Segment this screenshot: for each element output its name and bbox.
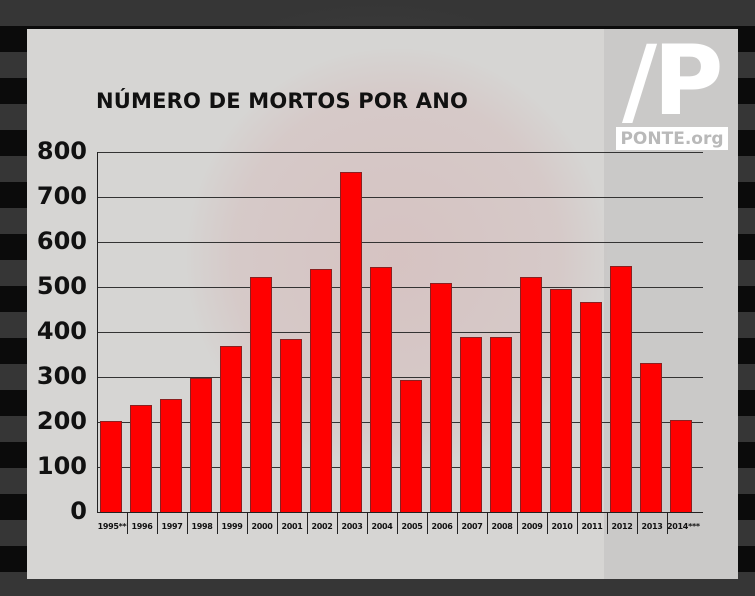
x-tick-label: 1997 xyxy=(161,522,183,531)
bar-2004 xyxy=(370,267,392,512)
x-tick-separator xyxy=(187,512,188,534)
gridline xyxy=(97,152,703,153)
x-tick-separator xyxy=(667,512,668,534)
x-tick-separator xyxy=(607,512,608,534)
x-tick-label: 1995** xyxy=(97,522,127,531)
gridline xyxy=(97,332,703,333)
bar-2000 xyxy=(250,276,272,512)
x-tick-label: 2008 xyxy=(491,522,513,531)
bar-1996 xyxy=(130,404,152,512)
x-tick-label: 2013 xyxy=(641,522,663,531)
bar-2011 xyxy=(580,301,602,512)
x-tick-separator xyxy=(367,512,368,534)
x-tick-separator xyxy=(247,512,248,534)
x-tick-label: 2010 xyxy=(551,522,573,531)
x-tick-separator xyxy=(457,512,458,534)
y-tick-label: 800 xyxy=(36,137,87,165)
bar-2006 xyxy=(430,282,452,512)
y-tick-label: 600 xyxy=(36,227,87,255)
logo-mark: /P xyxy=(622,29,723,137)
bar-2005 xyxy=(400,380,422,512)
x-tick-label: 2006 xyxy=(431,522,453,531)
bar-2014 xyxy=(670,420,692,512)
chart-title: NÚMERO DE MORTOS POR ANO xyxy=(96,89,469,113)
x-tick-label: 2005 xyxy=(401,522,423,531)
x-tick-separator xyxy=(517,512,518,534)
bar-plot-area: 1995** 1996 1997 1998 1999 2000 2001 2002 2003 20… xyxy=(37,139,703,534)
y-tick-label: 500 xyxy=(36,272,87,300)
x-tick-separator xyxy=(217,512,218,534)
bar-1998 xyxy=(190,377,212,512)
x-tick-separator xyxy=(487,512,488,534)
x-tick-label: 2004 xyxy=(371,522,393,531)
x-axis-line xyxy=(97,512,703,513)
x-tick-label: 1996 xyxy=(131,522,153,531)
x-tick-label: 2001 xyxy=(281,522,303,531)
x-tick-separator xyxy=(577,512,578,534)
y-tick-label: 400 xyxy=(36,317,87,345)
y-axis-line xyxy=(97,152,98,512)
x-tick-separator xyxy=(427,512,428,534)
x-tick-separator xyxy=(127,512,128,534)
y-tick-label: 200 xyxy=(36,407,87,435)
gridline xyxy=(97,377,703,378)
bar-2002 xyxy=(310,269,332,512)
y-tick-label: 0 xyxy=(70,497,87,525)
x-tick-label: 2007 xyxy=(461,522,483,531)
bar-2001 xyxy=(280,339,302,512)
gridline xyxy=(97,197,703,198)
chart-panel: NÚMERO DE MORTOS POR ANO /P PONTE.org 19… xyxy=(27,29,738,579)
bar-1999 xyxy=(220,345,242,512)
x-tick-separator xyxy=(397,512,398,534)
bar-2012 xyxy=(610,265,632,512)
bar-2003 xyxy=(340,172,362,512)
gridline xyxy=(97,242,703,243)
bar-2013 xyxy=(640,363,662,512)
x-tick-label: 2003 xyxy=(341,522,363,531)
x-tick-separator xyxy=(307,512,308,534)
y-tick-label: 300 xyxy=(36,362,87,390)
x-tick-separator xyxy=(157,512,158,534)
bar-1997 xyxy=(160,398,182,512)
bar-2009 xyxy=(520,276,542,512)
x-tick-separator xyxy=(277,512,278,534)
bar-2010 xyxy=(550,289,572,512)
bar-1995 xyxy=(100,420,122,512)
x-tick-label: 2012 xyxy=(611,522,633,531)
y-tick-label: 700 xyxy=(36,182,87,210)
x-tick-separator xyxy=(547,512,548,534)
x-tick-label: 2000 xyxy=(251,522,273,531)
x-tick-separator xyxy=(337,512,338,534)
x-tick-label: 2011 xyxy=(581,522,603,531)
gridline xyxy=(97,287,703,288)
bar-2007 xyxy=(460,336,482,512)
x-tick-label: 2009 xyxy=(521,522,543,531)
bar-2008 xyxy=(490,336,512,512)
y-tick-label: 100 xyxy=(36,452,87,480)
ponte-logo: /P PONTE.org xyxy=(616,29,731,162)
logo-text-box: PONTE.org xyxy=(616,127,728,150)
x-tick-label: 1998 xyxy=(191,522,213,531)
x-tick-label: 1999 xyxy=(221,522,243,531)
x-tick-separator xyxy=(637,512,638,534)
x-tick-label: 2002 xyxy=(311,522,333,531)
logo-text: PONTE.org xyxy=(620,128,724,149)
x-tick-label: 2014*** xyxy=(667,522,700,531)
